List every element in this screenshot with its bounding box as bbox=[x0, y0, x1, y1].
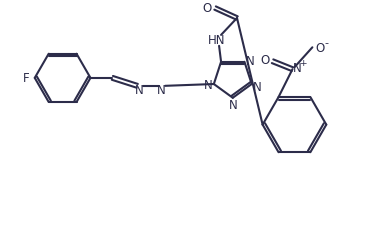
Text: F: F bbox=[22, 72, 29, 85]
Text: +: + bbox=[299, 58, 306, 68]
Text: N: N bbox=[203, 78, 212, 91]
Text: N: N bbox=[293, 61, 302, 74]
Text: N: N bbox=[157, 84, 166, 97]
Text: -: - bbox=[324, 38, 328, 48]
Text: N: N bbox=[135, 84, 144, 97]
Text: N: N bbox=[228, 99, 237, 112]
Text: N: N bbox=[253, 80, 262, 93]
Text: O: O bbox=[316, 42, 325, 55]
Text: O: O bbox=[202, 2, 212, 14]
Text: O: O bbox=[260, 53, 269, 67]
Text: N: N bbox=[246, 55, 255, 68]
Text: HN: HN bbox=[208, 34, 226, 47]
